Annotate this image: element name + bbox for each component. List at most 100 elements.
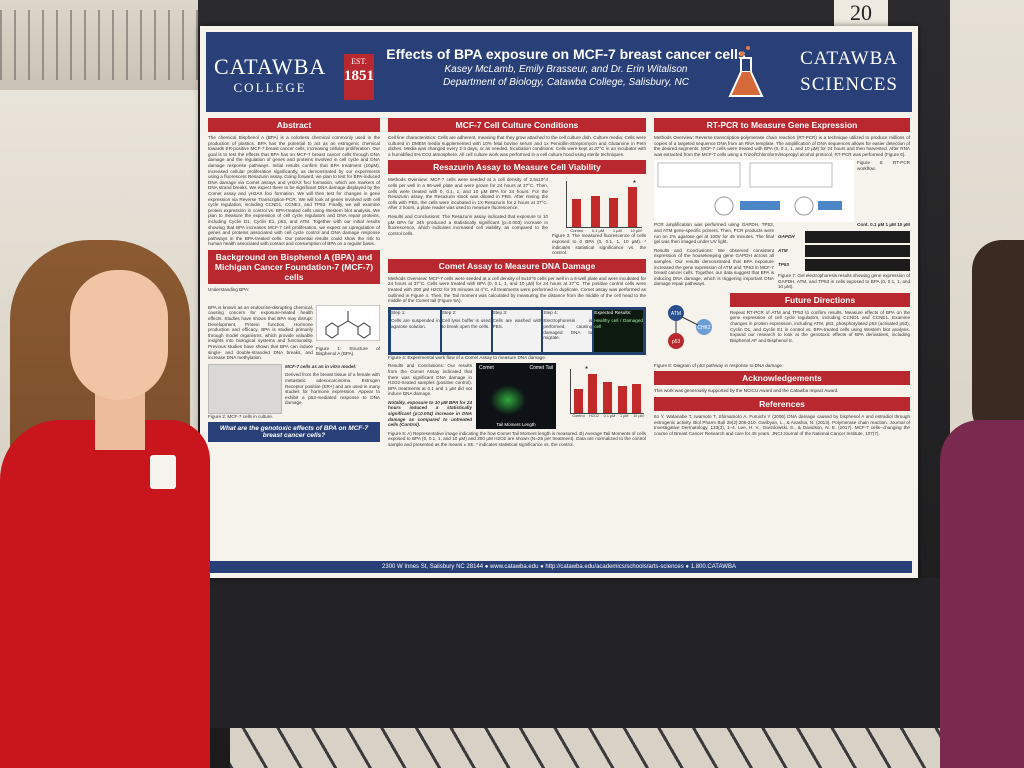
poster-authors: Kasey McLamb, Emily Brasseur, and Dr. Er… (444, 64, 688, 75)
culture-heading: MCF-7 Cell Culture Conditions (388, 118, 646, 132)
seal-est: EST. (351, 57, 367, 66)
fig1-caption: Figure 1: Structure of Bisphenol A (BPA)… (316, 345, 380, 357)
step-3-panel: Step 3: Cells are washed with PBS. (492, 309, 542, 352)
college-seal: EST. 1851 (344, 54, 374, 100)
column-middle: MCF-7 Cell Culture Conditions Cell line … (388, 118, 646, 451)
step-2-label: Step 2: (441, 309, 457, 315)
bar-label-3: 1 µM (619, 414, 629, 419)
bar-label-0: Control (570, 228, 584, 234)
pathway-p53-label: p53 (672, 339, 681, 345)
fig3-caption: Figure 3: The measured fluorescence of c… (552, 233, 646, 256)
gel-image (805, 230, 910, 243)
gel-row-tp53: TP53 (778, 258, 910, 273)
culture-body: Cell line characteristics: Cells are adh… (388, 135, 646, 157)
rtpcr-workflow-image (654, 160, 854, 223)
resazurin-bar-chart: * (566, 179, 642, 229)
rtpcr-results: Results and Conclusions: We observed con… (654, 247, 774, 287)
comet-methods: Methods Overview: MCF-7 cells were seede… (388, 275, 646, 304)
ack-body: This work was generously supported by th… (654, 388, 839, 394)
poster-title-block: Effects of BPA exposure on MCF-7 breast … (386, 46, 746, 88)
comet-axis-label: Tail Moment Length (496, 422, 536, 428)
bar-2 (603, 381, 612, 414)
pcr-text: PCR amplification was performed using GA… (654, 222, 774, 245)
column-right: RT-PCR to Measure Gene Expression Method… (654, 118, 910, 439)
future-heading: Future Directions (730, 292, 910, 307)
bar-3 (628, 186, 638, 228)
gel-header: Cont. 0.1 µM 1 µM 10 µM (857, 222, 910, 228)
fig2-caption: Figure 2: MCF-7 cells in culture. (208, 413, 274, 419)
college-name: CATAWBA (214, 54, 327, 79)
expected-results-panel: Expected Results: Healthy cell / Damaged … (594, 309, 643, 352)
bar-0 (571, 198, 581, 228)
gel-row-atm: ATM (778, 244, 910, 259)
background-heading: Background on Bisphenol A (BPA) and Mich… (208, 249, 380, 284)
step-4-panel: Step 4: Electrophoresis is performed, cau… (543, 309, 593, 352)
refs-heading: References (654, 396, 910, 411)
fig7-caption: Figure 7: Gel electrophoresis results sh… (778, 272, 911, 290)
mcf7-heading: MCF-7 cells as an in vitro model: (285, 363, 357, 369)
college-logo: CATAWBA COLLEGE (214, 54, 326, 96)
pathway-chk2-label: CHK2 (697, 325, 711, 331)
step-2-text: Cell lysis buffer is used to break open … (441, 318, 491, 329)
step-3-label: Step 3: (492, 309, 508, 315)
gel-image (805, 244, 910, 257)
rtpcr-methods: Methods Overview: Reverse transcription-… (654, 135, 910, 157)
sciences-top: CATAWBA (800, 48, 898, 69)
poster-number: 20 (834, 0, 888, 26)
fig5-caption: Figure 5: A) Representative image indica… (388, 430, 646, 448)
mcf7-cell-image (208, 363, 282, 414)
step-1-text: Cells are suspended in agarose solution. (391, 318, 440, 329)
bar-3 (617, 386, 627, 414)
bar-2 (609, 198, 619, 228)
background-railing (0, 10, 205, 80)
fig4-caption: Figure 4: Experimental work flow of a Co… (388, 354, 547, 360)
step-3-text: Cells are washed with PBS. (492, 318, 542, 329)
mcf7-body: Derived from the breast tissue of a fema… (285, 372, 380, 406)
pathway-atm-label: ATM (671, 311, 681, 317)
step-4-text: Electrophoresis is performed, causing da… (543, 318, 593, 341)
resazurin-results: Results and Conclusions: The Resazurin a… (388, 213, 548, 236)
bar-4 (632, 383, 642, 414)
expected-results-text: Healthy cell / Damaged cell (594, 318, 643, 329)
comet-workflow-diagram: Step 1: Cells are suspended in agarose so… (388, 306, 646, 355)
bar-1 (588, 374, 598, 414)
step-2-panel: Step 2: Cell lysis buffer is used to brea… (441, 309, 491, 352)
visitor-hair (972, 240, 1024, 440)
step-1-panel: Step 1: Cells are suspended in agarose so… (391, 309, 440, 352)
bar-label-2: 0.1 µM (603, 414, 616, 419)
comet-image-label: Comet (479, 365, 494, 372)
gel-row-label: GAPDH (778, 233, 795, 239)
gel-row-gapdh: GAPDH (778, 230, 910, 245)
bar-label-3: 10 µM (630, 228, 642, 234)
seal-year: 1851 (344, 68, 374, 84)
bar-label-2: 1 µM (612, 228, 622, 234)
gel-row-label: ATM (778, 247, 788, 253)
comet-heading: Comet Assay to Measure DNA Damage (388, 258, 646, 273)
step-1-label: Step 1: (391, 309, 406, 315)
comet-tail-label: Comet Tail (529, 365, 553, 372)
resazurin-heading: Resazurin Assay to Measure Cell Viabilit… (388, 160, 646, 175)
abstract-body: The chemical Bisphenol A (BPA) is a colo… (208, 135, 380, 247)
resazurin-methods: Methods Overview: MCF-7 cells were seede… (388, 177, 548, 211)
resazurin-significance-marker: * (632, 179, 636, 189)
gel-image (805, 258, 910, 271)
bar-label-1: H2O2 (589, 414, 600, 419)
floor-railing (230, 728, 950, 768)
step-4-label: Step 4: (543, 309, 558, 315)
rtpcr-heading: RT-PCR to Measure Gene Expression (654, 118, 910, 132)
column-left: Abstract The chemical Bisphenol A (BPA) … (208, 118, 381, 443)
presenter-neck (95, 390, 145, 450)
comet-image: Comet Comet Tail Tail Moment Length (476, 363, 556, 430)
comet-bar-chart: * (570, 365, 644, 415)
research-poster: CATAWBA COLLEGE EST. 1851 Effects of BPA… (200, 26, 918, 578)
bpa-structure-image (315, 304, 381, 342)
poster-title: Effects of BPA exposure on MCF-7 breast … (386, 46, 746, 62)
bar-label-4: 10 µM (633, 414, 644, 419)
presenter-face (70, 270, 168, 400)
bar-label-1: 0.1 µM (591, 228, 605, 234)
comet-results: Results and Conclusions: Our results fro… (388, 363, 472, 397)
comet-significance-marker: * (585, 365, 589, 375)
visitor-shirt (940, 420, 1024, 768)
poster-header: CATAWBA COLLEGE EST. 1851 Effects of BPA… (206, 32, 912, 112)
sciences-logo: CATAWBA SCIENCES (800, 46, 898, 98)
